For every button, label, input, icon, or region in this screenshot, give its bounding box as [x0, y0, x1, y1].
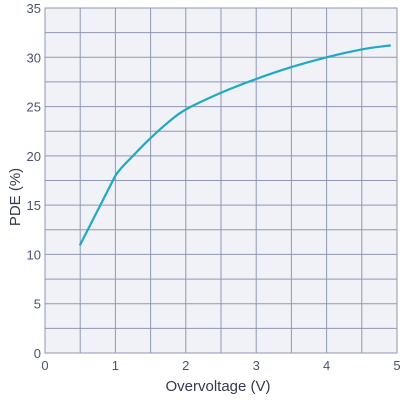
- y-tick-label: 0: [34, 346, 41, 361]
- y-tick-label: 20: [27, 149, 41, 164]
- x-tick-label: 5: [393, 358, 400, 373]
- grid-lines: [45, 8, 398, 353]
- y-tick-labels: 0 5 10 15 20 25 30 35: [27, 1, 41, 361]
- pde-series-line: [79, 44, 392, 246]
- x-tick-label: 0: [41, 358, 48, 373]
- y-tick-label: 35: [27, 1, 41, 16]
- y-tick-label: 5: [34, 297, 41, 312]
- x-axis-title: Overvoltage (V): [165, 378, 270, 395]
- y-axis-title: PDE (%): [7, 168, 24, 226]
- x-tick-label: 2: [182, 358, 189, 373]
- x-tick-labels: 0 1 2 3 4 5: [41, 358, 400, 373]
- y-tick-label: 25: [27, 100, 41, 115]
- x-tick-label: 3: [253, 358, 260, 373]
- y-tick-label: 30: [27, 50, 41, 65]
- y-tick-label: 10: [27, 247, 41, 262]
- x-tick-label: 4: [323, 358, 330, 373]
- x-tick-label: 1: [112, 358, 119, 373]
- y-tick-label: 15: [27, 198, 41, 213]
